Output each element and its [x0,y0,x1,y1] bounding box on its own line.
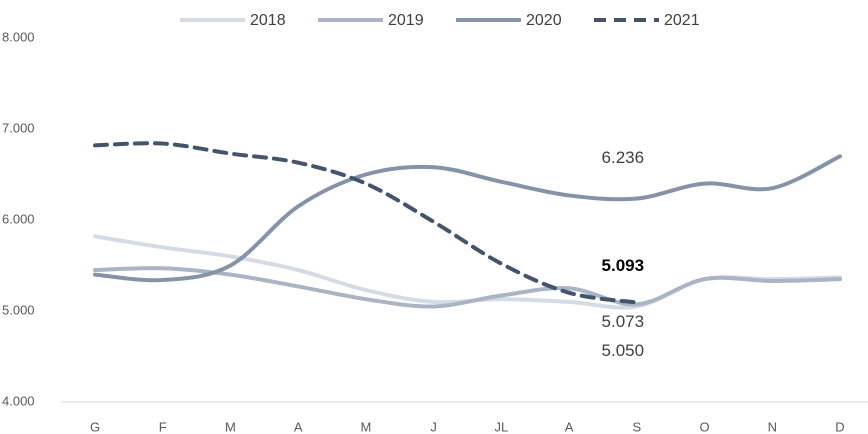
x-tick-label: M [225,419,236,434]
y-tick-label: 6.000 [2,211,35,226]
data-label: 5.073 [602,312,645,331]
series-line [93,141,639,305]
series-line [93,154,842,283]
data-label: 6.236 [602,148,645,167]
x-tick-label: N [768,419,777,434]
legend-label: 2021 [664,12,700,29]
y-tick-label: 5.000 [2,302,35,317]
x-tick-label: A [294,419,303,434]
x-tick-label: F [159,419,167,434]
legend-label: 2019 [388,12,424,29]
x-tick-label: G [90,419,100,434]
y-tick-label: 4.000 [2,393,35,408]
x-tick-label: O [699,419,709,434]
y-tick-label: 7.000 [2,120,35,135]
data-label: 5.050 [602,341,645,360]
x-tick-label: JL [494,419,508,434]
x-tick-label: D [835,419,844,434]
data-label: 5.093 [602,256,645,275]
x-tick-label: J [430,419,437,434]
x-tick-label: S [632,419,641,434]
x-tick-label: A [565,419,574,434]
legend-label: 2018 [250,12,286,29]
legend-label: 2020 [526,12,562,29]
y-tick-label: 8.000 [2,29,35,44]
x-tick-label: M [360,419,371,434]
series-line [93,266,842,309]
